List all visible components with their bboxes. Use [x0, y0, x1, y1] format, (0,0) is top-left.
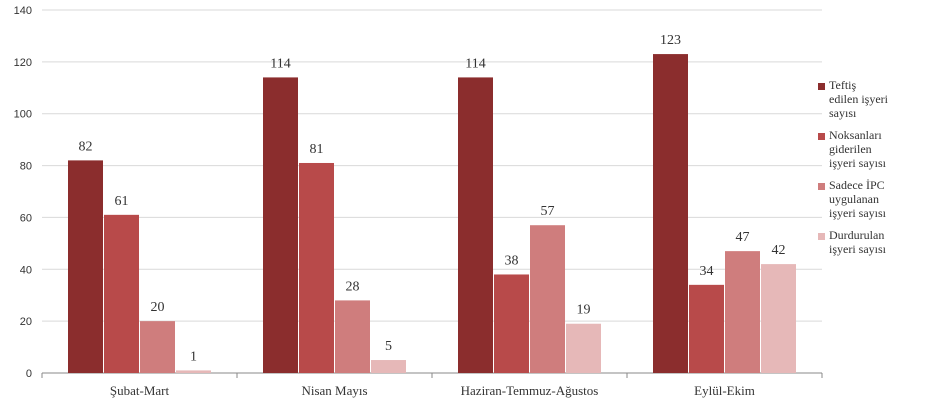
bar: [176, 370, 211, 373]
data-label: 81: [310, 142, 324, 157]
data-label: 19: [577, 303, 591, 318]
bar: [335, 300, 370, 373]
legend-swatch-remedied: [818, 133, 825, 140]
category-label: Eylül-Ekim: [694, 383, 755, 398]
bar: [530, 225, 565, 373]
data-label: 42: [772, 243, 786, 258]
legend-label-stopped: Durdurulan işyeri sayısı: [829, 228, 886, 256]
data-label: 57: [541, 204, 555, 219]
bar: [299, 163, 334, 373]
data-label: 38: [505, 253, 519, 268]
legend-label-ipc-only: Sadece İPC uygulanan işyeri sayısı: [829, 178, 886, 220]
bar: [263, 77, 298, 373]
y-tick-label: 100: [14, 109, 32, 121]
data-label: 82: [79, 139, 93, 154]
legend-swatch-inspected: [818, 83, 825, 90]
data-label: 114: [270, 56, 290, 71]
category-label: Haziran-Temmuz-Ağustos: [461, 383, 599, 398]
legend-label-remedied: Noksanları giderilen işyeri sayısı: [829, 128, 886, 170]
bar: [458, 77, 493, 373]
data-label: 28: [346, 279, 360, 294]
legend-item-inspected: Teftiş edilen işyeri sayısı: [818, 78, 923, 120]
data-label: 123: [660, 33, 681, 48]
legend-label-inspected: Teftiş edilen işyeri sayısı: [829, 78, 888, 120]
legend-item-stopped: Durdurulan işyeri sayısı: [818, 228, 923, 256]
legend-item-remedied: Noksanları giderilen işyeri sayısı: [818, 128, 923, 170]
data-label: 114: [465, 56, 485, 71]
category-label: Nisan Mayıs: [301, 383, 367, 398]
bar: [371, 360, 406, 373]
bar: [689, 285, 724, 373]
y-tick-label: 60: [20, 212, 32, 224]
y-tick-label: 40: [20, 264, 32, 276]
legend-swatch-stopped: [818, 233, 825, 240]
data-label: 47: [736, 230, 750, 245]
y-tick-label: 140: [14, 5, 32, 17]
bar: [494, 274, 529, 373]
data-label: 1: [190, 349, 197, 364]
data-label: 5: [385, 339, 392, 354]
bar: [761, 264, 796, 373]
bar: [140, 321, 175, 373]
bar: [104, 215, 139, 373]
bar: [566, 324, 601, 373]
legend: Teftiş edilen işyeri sayısı Noksanları g…: [818, 78, 923, 264]
y-tick-label: 20: [20, 316, 32, 328]
bar: [653, 54, 688, 373]
legend-swatch-ipc-only: [818, 183, 825, 190]
bar: [68, 160, 103, 373]
data-label: 61: [115, 194, 129, 209]
legend-item-ipc-only: Sadece İPC uygulanan işyeri sayısı: [818, 178, 923, 220]
y-tick-label: 120: [14, 57, 32, 69]
y-tick-label: 80: [20, 161, 32, 173]
data-label: 20: [151, 300, 165, 315]
category-label: Şubat-Mart: [110, 383, 170, 398]
bar: [725, 251, 760, 373]
data-label: 34: [700, 264, 714, 279]
y-tick-label: 0: [26, 368, 32, 380]
